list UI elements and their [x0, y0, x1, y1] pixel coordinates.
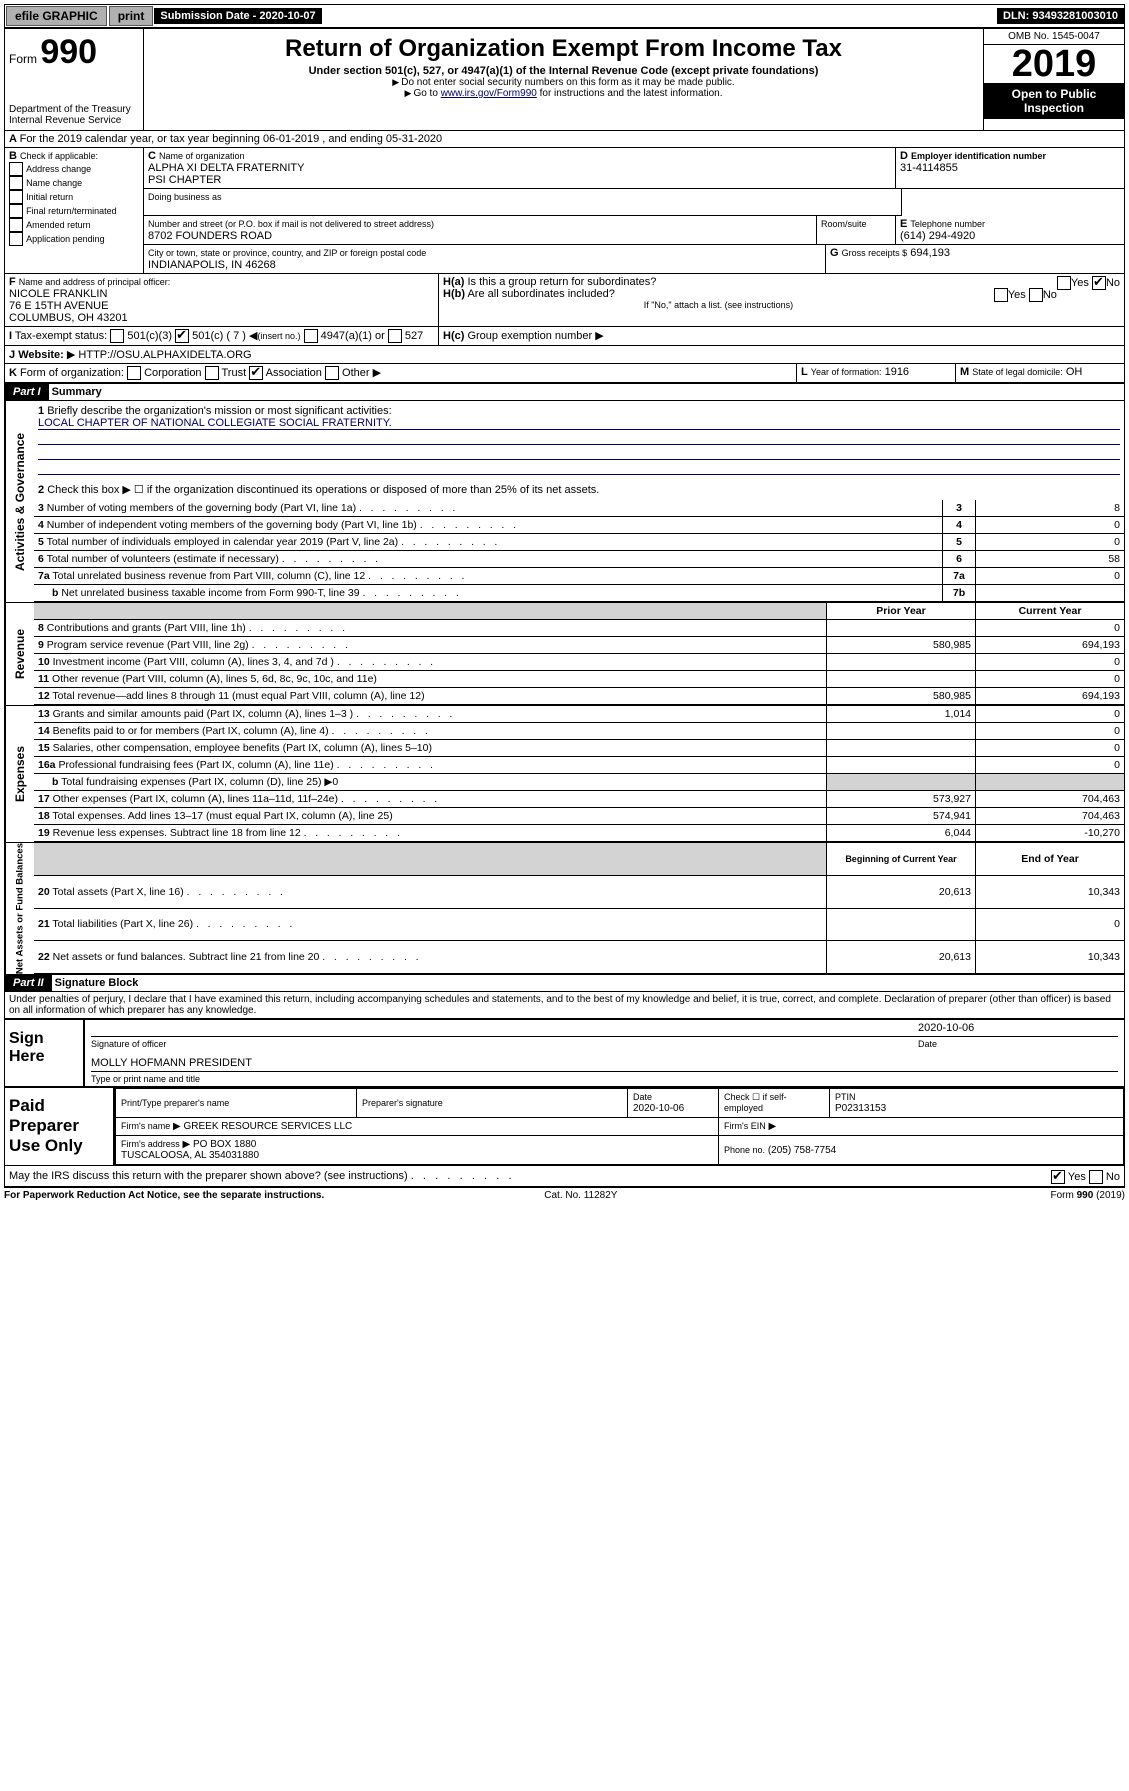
netassets-table: Beginning of Current YearEnd of Year 20 …: [34, 843, 1124, 974]
form-of-org: K Form of organization: Corporation Trus…: [5, 364, 797, 383]
revenue-table: Prior YearCurrent Year 8 Contributions a…: [34, 603, 1124, 705]
street: 8702 FOUNDERS ROAD: [148, 230, 812, 242]
officer-name: MOLLY HOFMANN PRESIDENT: [91, 1057, 1118, 1069]
sign-here-label: Sign Here: [5, 1020, 83, 1086]
sidebar-netassets: Net Assets or Fund Balances: [5, 843, 34, 974]
part1-label: Part I: [5, 384, 49, 400]
city: INDIANAPOLIS, IN 46268: [148, 259, 821, 271]
open-inspection: Open to Public Inspection: [984, 83, 1124, 119]
tax-year: 2019: [984, 45, 1124, 83]
subtitle-1: Under section 501(c), 527, or 4947(a)(1)…: [148, 65, 979, 77]
topbar: efile GRAPHIC print Submission Date - 20…: [4, 4, 1125, 28]
footer-right: Form 990 (2019): [1051, 1190, 1125, 1201]
form-title: Return of Organization Exempt From Incom…: [148, 35, 979, 63]
footer-left: For Paperwork Reduction Act Notice, see …: [4, 1190, 324, 1201]
org-name: ALPHA XI DELTA FRATERNITY PSI CHAPTER: [148, 162, 891, 186]
preparer-table: Print/Type preparer's name Preparer's si…: [113, 1088, 1124, 1165]
tax-exempt: I Tax-exempt status: 501(c)(3) 501(c) ( …: [5, 327, 439, 346]
subtitle-2: Do not enter social security numbers on …: [148, 77, 979, 88]
form-id-box: Form 990 Department of the Treasury Inte…: [5, 29, 144, 130]
declaration: Under penalties of perjury, I declare th…: [5, 992, 1124, 1018]
ein: 31-4114855: [900, 162, 1120, 174]
phone: (614) 294-4920: [900, 230, 1120, 242]
mission: LOCAL CHAPTER OF NATIONAL COLLEGIATE SOC…: [38, 417, 1120, 430]
part2-label: Part II: [5, 975, 52, 991]
line-A: A For the 2019 calendar year, or tax yea…: [5, 131, 1124, 148]
sidebar-governance: Activities & Governance: [5, 401, 34, 602]
box-F: F Name and address of principal officer:…: [5, 274, 439, 327]
sidebar-revenue: Revenue: [5, 603, 34, 705]
governance-table: 3 Number of voting members of the govern…: [34, 500, 1124, 602]
box-B: B Check if applicable: Address change Na…: [5, 148, 144, 274]
discuss-line: May the IRS discuss this return with the…: [5, 1165, 1124, 1186]
website[interactable]: HTTP://OSU.ALPHAXIDELTA.ORG: [78, 349, 251, 361]
paid-preparer-label: Paid Preparer Use Only: [5, 1088, 113, 1165]
efile-label: efile GRAPHIC: [6, 6, 107, 26]
cat-no: Cat. No. 11282Y: [544, 1190, 617, 1201]
subtitle-3: Go to www.irs.gov/Form990 for instructio…: [148, 88, 979, 99]
expenses-table: 13 Grants and similar amounts paid (Part…: [34, 706, 1124, 842]
submission-date: Submission Date - 2020-10-07: [154, 8, 321, 24]
dln: DLN: 93493281003010: [997, 8, 1124, 24]
sidebar-expenses: Expenses: [5, 706, 34, 842]
irs-link[interactable]: www.irs.gov/Form990: [441, 88, 537, 99]
gross-receipts: 694,193: [910, 247, 950, 259]
print-button[interactable]: print: [109, 6, 154, 26]
